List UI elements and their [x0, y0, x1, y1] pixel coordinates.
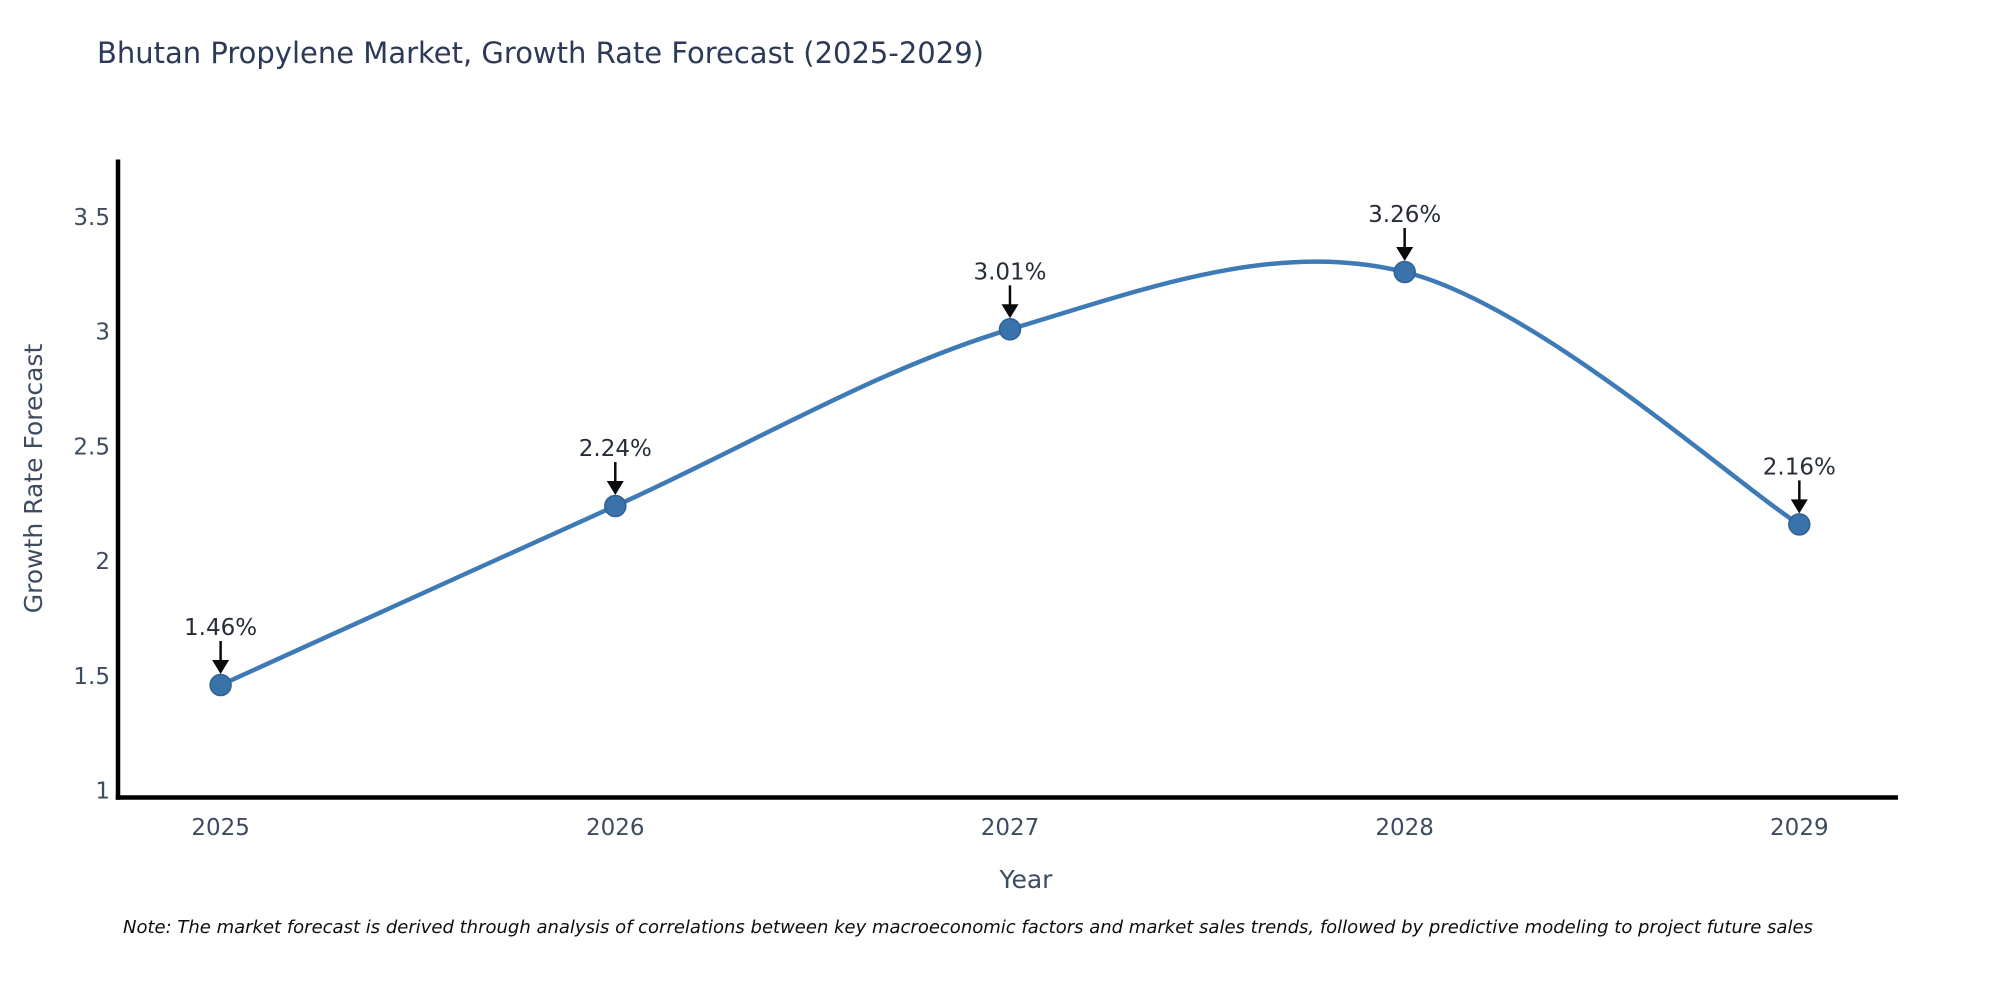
annotation-arrow-head [1001, 304, 1019, 319]
y-tick-label-2: 2 [95, 549, 110, 575]
data-point-2026 [604, 494, 627, 518]
x-tick-label-2027: 2027 [981, 815, 1040, 841]
data-point-2027 [998, 318, 1022, 341]
y-tick-label-1.5: 1.5 [73, 664, 110, 690]
x-tick-label-2026: 2026 [586, 815, 645, 841]
value-label-2028: 3.26% [1368, 202, 1441, 228]
annotation-arrow-head [1790, 499, 1808, 514]
annotation-arrow-head [212, 660, 230, 674]
data-points [209, 260, 1811, 697]
annotation-arrow-head [1396, 247, 1414, 261]
x-tick-label-2025: 2025 [191, 815, 250, 841]
chart-title: Bhutan Propylene Market, Growth Rate For… [97, 36, 984, 70]
y-tick-labels: 1 1.5 2 2.5 3 3.5 [73, 205, 110, 805]
y-tick-label-3.5: 3.5 [73, 205, 110, 231]
data-point-2028 [1393, 260, 1416, 284]
annotations: 1.46% 2.24% 3.01% 3.26% 2.16% [184, 202, 1836, 674]
y-tick-label-3: 3 [95, 320, 110, 346]
value-label-2027: 3.01% [973, 259, 1046, 285]
x-tick-label-2028: 2028 [1375, 815, 1434, 841]
annotation-arrow-head [606, 481, 624, 495]
y-tick-label-1: 1 [95, 779, 110, 805]
y-axis-title: Growth Rate Forecast [19, 344, 48, 614]
x-tick-labels: 2025 2026 2027 2028 2029 [191, 815, 1828, 841]
axes [115, 159, 1898, 800]
data-point-2029 [1788, 513, 1811, 536]
x-tick-label-2029: 2029 [1770, 815, 1829, 841]
value-label-2029: 2.16% [1763, 454, 1836, 480]
y-tick-label-2.5: 2.5 [73, 434, 110, 460]
x-axis-title: Year [999, 865, 1054, 894]
footnote: Note: The market forecast is derived thr… [123, 917, 1813, 938]
value-label-2026: 2.24% [579, 436, 652, 462]
value-label-2025: 1.46% [184, 615, 257, 641]
data-point-2025 [209, 673, 232, 697]
